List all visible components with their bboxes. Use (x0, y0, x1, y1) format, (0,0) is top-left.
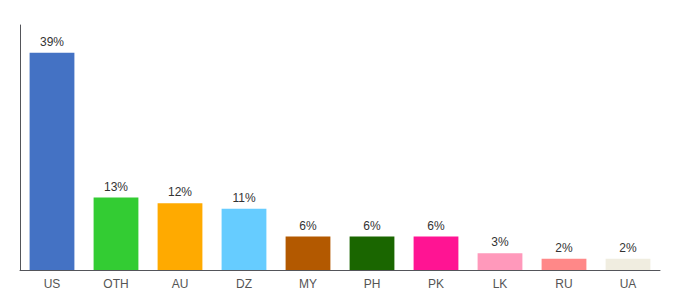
svg-text:13%: 13% (104, 180, 128, 194)
svg-text:PK: PK (428, 277, 444, 291)
svg-text:RU: RU (555, 277, 572, 291)
svg-text:6%: 6% (363, 219, 381, 233)
svg-text:OTH: OTH (103, 277, 128, 291)
svg-text:MY: MY (299, 277, 317, 291)
svg-text:US: US (44, 277, 61, 291)
svg-text:3%: 3% (491, 235, 509, 249)
svg-text:6%: 6% (427, 219, 445, 233)
svg-text:2%: 2% (619, 241, 637, 255)
svg-text:6%: 6% (299, 219, 317, 233)
svg-text:LK: LK (493, 277, 508, 291)
svg-text:AU: AU (172, 277, 189, 291)
svg-text:PH: PH (364, 277, 381, 291)
svg-text:UA: UA (620, 277, 637, 291)
svg-text:39%: 39% (40, 35, 64, 49)
svg-text:2%: 2% (555, 241, 573, 255)
svg-text:12%: 12% (168, 185, 192, 199)
svg-text:DZ: DZ (236, 277, 252, 291)
svg-text:11%: 11% (232, 191, 255, 205)
